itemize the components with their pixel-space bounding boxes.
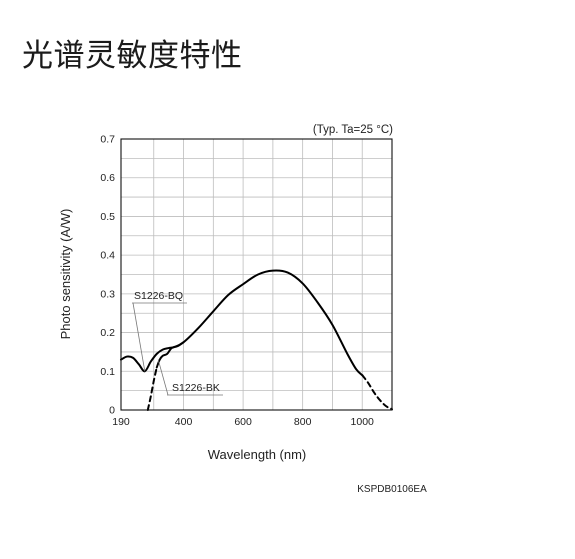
x-tick-label-4: 1000	[351, 416, 375, 428]
annotation-leader-s1226-bk	[157, 359, 169, 396]
x-tick-label-0: 190	[112, 416, 130, 428]
axis-layer: 190 400 600 800 1000 0 0.1 0.2 0.3 0.4 0.5 0.6 0.7	[100, 134, 393, 428]
y-tick-label-7: 0.7	[100, 134, 115, 146]
y-tick-label-5: 0.5	[100, 211, 115, 223]
series-line-0	[120, 269, 364, 377]
figure-code: KSPDB0106EA	[357, 484, 427, 495]
x-tick-label-3: 800	[294, 416, 312, 428]
x-tick-label-1: 400	[175, 416, 193, 428]
y-tick-label-1: 0.1	[100, 366, 115, 378]
annotation-label-s1226-bk: S1226-BK	[172, 382, 220, 394]
y-axis-label: Photo sensitivity (A/W)	[58, 209, 73, 340]
series-line-2	[146, 366, 158, 411]
y-tick-label-3: 0.3	[100, 288, 115, 300]
y-tick-label-0: 0	[109, 405, 115, 417]
page-title: 光谱灵敏度特性	[22, 38, 243, 74]
y-tick-label-2: 0.2	[100, 327, 115, 339]
x-tick-label-2: 600	[234, 416, 252, 428]
series-line-1	[155, 341, 185, 369]
annotation-label-s1226-bq: S1226-BQ	[134, 290, 183, 302]
annotation-leader-s1226-bq	[132, 302, 146, 372]
series-layer	[120, 269, 393, 411]
x-axis-label: Wavelength (nm)	[208, 447, 307, 462]
y-tick-label-6: 0.6	[100, 172, 115, 184]
condition-note: (Typ. Ta=25 °C)	[313, 124, 393, 136]
plot-frame	[120, 138, 393, 411]
y-tick-label-4: 0.4	[100, 250, 115, 262]
series-line-3	[361, 374, 393, 411]
annotation-layer: S1226-BQ S1226-BK	[132, 290, 223, 396]
